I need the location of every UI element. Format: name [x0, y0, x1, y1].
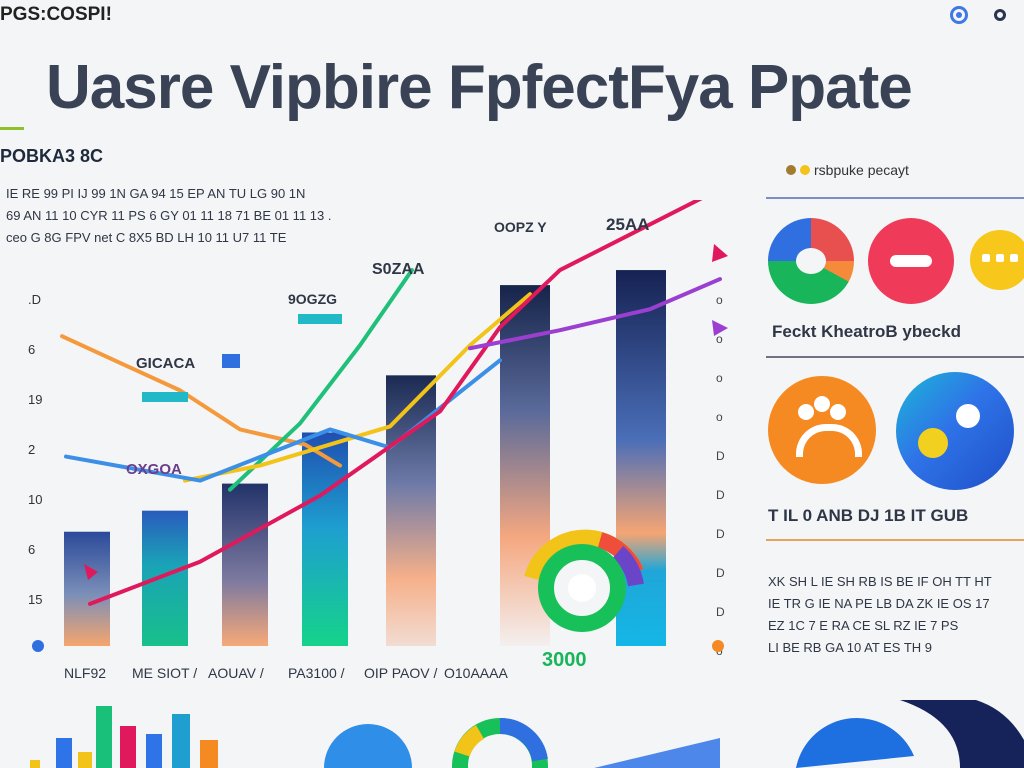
- legend-dot-icon: [800, 165, 810, 175]
- line-orange: [60, 334, 342, 468]
- mini-bar: [96, 706, 112, 768]
- mini-bar: [78, 752, 92, 768]
- y-tick-label: 19: [28, 392, 42, 407]
- side-divider: [766, 197, 1024, 199]
- annotation-marker: [142, 392, 188, 402]
- y-axis-ticks: .D 6 19 2 10 6 15: [28, 292, 42, 607]
- y-tick-label: 6: [28, 342, 35, 357]
- line-yellow: [183, 292, 532, 483]
- axis-end-dot: [712, 640, 724, 652]
- right-tick-label: D: [716, 605, 725, 619]
- right-tick-label: o: [716, 371, 723, 385]
- side-text-line-3: EZ 1C 7 E RA CE SL RZ IE 7 PS: [768, 618, 959, 633]
- y-tick-label: 6: [28, 542, 35, 557]
- side-divider-2: [766, 356, 1024, 358]
- y-tick-label: 15: [28, 592, 42, 607]
- arrow-head: [712, 320, 728, 336]
- side-text-line-1: XK SH L IE SH RB IS BE IF OH TT HT: [768, 574, 992, 589]
- arrow-head: [712, 244, 728, 262]
- page-title: Uasre Vipbire FpfectFya Ppate: [46, 53, 913, 122]
- gauge-donut: [524, 529, 644, 632]
- side-label-1: Feckt KheatroB ybeckd: [772, 322, 961, 341]
- right-tick-label: D: [716, 488, 725, 502]
- side-text-line-4: LI BE RB GA 10 AT ES TH 9: [768, 640, 933, 655]
- category-label: ME SIOT /: [132, 665, 197, 681]
- y-tick-label: 10: [28, 492, 42, 507]
- description-line-2: 69 AN 11 10 CYR 11 PS 6 GY 01 11 18 71 B…: [6, 208, 332, 223]
- right-tick-label: o: [716, 332, 723, 346]
- annotation-label: OXGOA: [126, 461, 182, 478]
- annotation-label: 25AA: [606, 215, 649, 234]
- category-label: O10AAAA: [444, 665, 508, 681]
- legend-dot-icon: [786, 165, 796, 175]
- mini-bar: [30, 760, 40, 768]
- annotation-marker: [298, 314, 342, 324]
- line-crimson: [88, 200, 703, 606]
- side-label-2: T IL 0 ANB DJ 1B IT GUB: [768, 506, 969, 525]
- more-dots-icon[interactable]: [970, 230, 1024, 290]
- annotation-label: OOPZ Y: [494, 219, 547, 235]
- minus-icon[interactable]: [868, 218, 954, 304]
- bar: [302, 432, 348, 646]
- right-tick-label: D: [716, 449, 725, 463]
- title-accent-rule: [0, 127, 24, 130]
- description-line-3: ceo G 8G FPV net C 8X5 BD LH 10 11 U7 11…: [6, 230, 287, 245]
- right-tick-label: o: [716, 410, 723, 424]
- line-series: [60, 200, 728, 606]
- axis-start-dot: [32, 640, 44, 652]
- header-icons: [950, 6, 1006, 24]
- annotation-label: 9OGZG: [288, 291, 337, 307]
- right-tick-label: o: [716, 293, 723, 307]
- annotation-label: Ox GCGO: [126, 471, 131, 473]
- right-tick-label: D: [716, 527, 725, 541]
- bar: [222, 483, 268, 646]
- mini-area: [594, 738, 720, 768]
- mini-donut-segment: [454, 725, 485, 757]
- toggle-icon[interactable]: [896, 372, 1014, 490]
- mini-bar: [120, 726, 136, 768]
- annotation-label: S0ZAA: [372, 261, 425, 278]
- bottom-preview-charts: [30, 700, 1024, 768]
- annotation-label: 3000: [542, 649, 587, 671]
- legend-title: rsbpuke pecayt: [786, 162, 909, 178]
- category-label: OIP PAOV /: [364, 665, 438, 681]
- target-icon[interactable]: [950, 6, 968, 24]
- mini-bar: [146, 734, 162, 768]
- header-tag: PGS:COSPI!: [0, 4, 112, 25]
- section-title: POBKA3 8C: [0, 146, 104, 166]
- users-icon[interactable]: [768, 376, 876, 484]
- mini-donut-segment: [499, 717, 548, 762]
- mini-half-circle: [796, 717, 914, 768]
- right-axis-ticks: ooooDDDDDo: [716, 293, 725, 658]
- annotation-marker: [222, 354, 240, 368]
- right-tick-label: D: [716, 566, 725, 580]
- mini-bar: [200, 740, 218, 768]
- legend-title-text: rsbpuke pecayt: [814, 162, 909, 178]
- category-label: NLF92: [64, 665, 106, 681]
- bar: [64, 531, 110, 646]
- arrow-head: [84, 564, 98, 580]
- mini-bar: [172, 714, 190, 768]
- category-label: AOUAV /: [208, 665, 264, 681]
- y-tick-label: 2: [28, 442, 35, 457]
- category-labels: NLF92 ME SIOT / AOUAV / PA3100 / OIP PAOV / O…: [64, 665, 508, 681]
- mini-half-donut: [324, 724, 412, 768]
- mini-bar: [56, 738, 72, 768]
- side-divider-3: [766, 539, 1024, 541]
- description-line-1: IE RE 99 PI IJ 99 1N GA 94 15 EP AN TU L…: [6, 186, 306, 201]
- side-text-line-2: IE TR G IE NA PE LB DA ZK IE OS 17: [768, 596, 990, 611]
- annotation-label: GICACA: [136, 355, 195, 372]
- category-label: PA3100 /: [288, 665, 345, 681]
- line-purple: [468, 277, 722, 351]
- chart-annotations: S0ZAA 9OGZG 25AA OOPZ Y OXGOA GICACA Ox GCGO 30…: [126, 215, 649, 671]
- y-tick-label: .D: [28, 292, 41, 307]
- circle-icon[interactable]: [994, 9, 1006, 21]
- mini-crescent: [900, 700, 1024, 768]
- bar: [142, 510, 188, 646]
- donut-icon[interactable]: [768, 218, 854, 304]
